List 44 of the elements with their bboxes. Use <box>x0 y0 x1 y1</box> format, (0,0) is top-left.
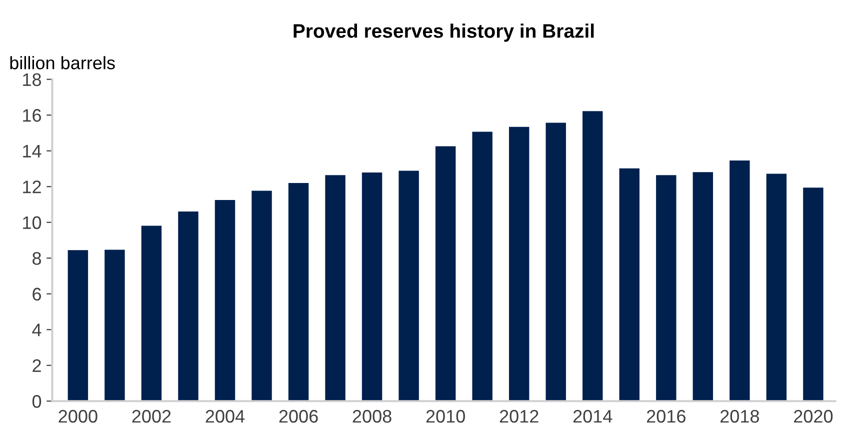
bar <box>178 211 198 402</box>
y-tick-label: 12 <box>23 180 41 194</box>
bar <box>692 172 714 402</box>
bar <box>398 170 419 402</box>
bar <box>730 160 750 402</box>
bar <box>656 175 676 402</box>
x-tick-label: 2014 <box>573 410 612 423</box>
bar <box>619 168 640 402</box>
bar <box>252 190 272 402</box>
y-axis-title: billion barrels <box>10 56 115 70</box>
y-tick-label: 10 <box>23 216 42 230</box>
bar <box>214 200 236 402</box>
bar <box>803 188 824 402</box>
x-tick-label: 2008 <box>352 410 392 423</box>
y-tick-label: 16 <box>23 109 41 122</box>
x-tick-label: 2012 <box>500 410 538 423</box>
y-tick-label: 8 <box>32 252 42 265</box>
bar <box>766 174 787 402</box>
bar <box>582 111 603 402</box>
y-tick-label: 18 <box>23 73 42 86</box>
y-tick-label: 2 <box>32 359 41 372</box>
bar <box>325 175 346 402</box>
x-tick-label: 2002 <box>132 410 171 423</box>
x-tick-label: 2020 <box>794 410 833 423</box>
x-tick-label: 2016 <box>646 410 686 423</box>
y-tick-label: 6 <box>32 288 41 301</box>
bar <box>472 132 492 402</box>
bar <box>546 122 566 402</box>
bar <box>508 126 530 402</box>
bar <box>141 226 162 402</box>
x-tick-label: 2004 <box>206 410 245 423</box>
x-tick-label: 2000 <box>58 410 98 423</box>
y-tick-label: 14 <box>23 144 42 158</box>
x-tick-label: 2018 <box>720 410 759 423</box>
y-tick-label: 0 <box>32 395 42 408</box>
x-tick-label: 2010 <box>426 410 465 423</box>
x-tick-label: 2006 <box>279 410 318 423</box>
bar <box>362 172 382 402</box>
chart-title: Proved reserves history in Brazil <box>294 24 594 42</box>
bar <box>288 183 309 402</box>
y-tick-label: 4 <box>32 324 42 336</box>
bar <box>435 146 456 402</box>
bar <box>68 250 88 402</box>
bar <box>104 250 125 402</box>
